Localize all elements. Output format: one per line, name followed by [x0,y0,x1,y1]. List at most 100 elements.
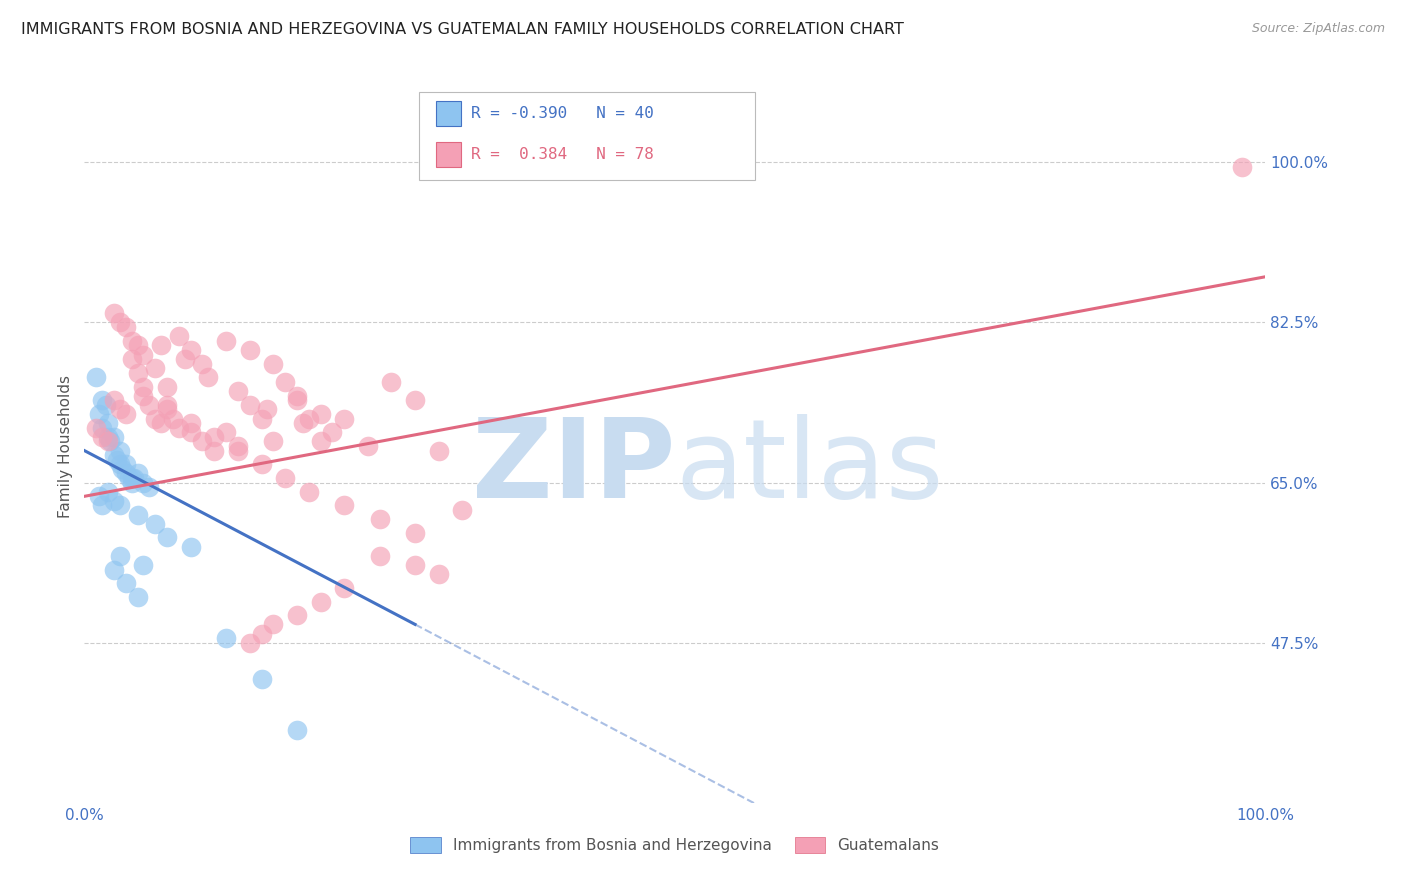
Point [108,549,131,563]
Point [215,334,238,348]
Point [285,393,308,408]
Point [309,594,332,608]
Point [256,402,278,417]
Point [1230,160,1253,174]
Point [114,320,136,334]
Point [150,338,173,352]
Point [285,389,308,403]
Point [91,393,114,408]
Text: atlas: atlas [675,414,943,521]
Point [87,489,110,503]
Point [167,329,190,343]
Point [285,723,308,737]
Text: R =  0.384   N = 78: R = 0.384 N = 78 [471,147,654,161]
Point [132,347,155,361]
Point [368,549,391,563]
Point [274,471,297,485]
Point [103,448,125,462]
Legend: Immigrants from Bosnia and Herzegovina, Guatemalans: Immigrants from Bosnia and Herzegovina, … [404,831,946,859]
Point [180,425,202,440]
Point [103,494,125,508]
Point [108,316,131,330]
Point [262,357,284,371]
Point [239,636,262,650]
Point [250,411,273,425]
Point [103,562,125,576]
Point [91,430,114,444]
Point [103,393,125,408]
Point [191,357,214,371]
Point [108,458,131,472]
Point [103,306,125,320]
Point [143,361,166,376]
Point [427,567,450,582]
Point [262,434,284,449]
Text: Source: ZipAtlas.com: Source: ZipAtlas.com [1251,22,1385,36]
Text: IMMIGRANTS FROM BOSNIA AND HERZEGOVINA VS GUATEMALAN FAMILY HOUSEHOLDS CORRELATI: IMMIGRANTS FROM BOSNIA AND HERZEGOVINA V… [21,22,904,37]
Point [156,398,179,412]
Point [97,416,120,430]
Point [226,439,249,453]
Point [127,366,149,380]
Point [108,499,131,513]
Point [97,430,120,444]
Point [121,471,143,485]
Point [298,411,321,425]
Point [127,338,149,352]
Text: ZIP: ZIP [471,414,675,521]
Point [132,379,155,393]
Point [121,475,143,490]
Point [98,434,121,449]
Point [291,416,314,430]
Point [162,411,184,425]
Point [226,443,249,458]
Point [250,626,273,640]
Point [427,443,450,458]
Point [94,398,117,412]
Point [97,484,120,499]
Point [180,416,202,430]
Point [333,581,356,595]
Point [108,443,131,458]
Point [138,398,160,412]
Point [180,540,202,554]
Point [143,411,166,425]
Point [121,334,143,348]
Point [404,525,426,540]
Point [368,512,391,526]
Point [333,499,356,513]
Point [167,420,190,434]
Point [262,617,284,632]
Point [111,462,134,476]
Point [404,393,426,408]
Point [309,434,332,449]
Point [84,420,107,434]
Point [150,416,173,430]
Point [143,516,166,531]
Point [127,467,149,481]
Point [132,558,155,572]
Point [103,430,125,444]
Point [107,452,129,467]
Point [333,411,356,425]
Point [132,475,155,490]
Point [215,425,238,440]
Point [202,430,225,444]
Point [114,407,136,421]
Y-axis label: Family Households: Family Households [58,375,73,517]
Point [357,439,380,453]
Point [321,425,343,440]
Point [114,576,136,591]
Point [250,673,273,687]
Text: R = -0.390   N = 40: R = -0.390 N = 40 [471,106,654,120]
Point [215,631,238,645]
Point [156,531,179,545]
Point [97,434,120,449]
Point [84,370,107,384]
Point [285,608,308,623]
Point [191,434,214,449]
Point [274,375,297,389]
Point [122,471,145,485]
Point [91,420,114,434]
Point [309,407,332,421]
